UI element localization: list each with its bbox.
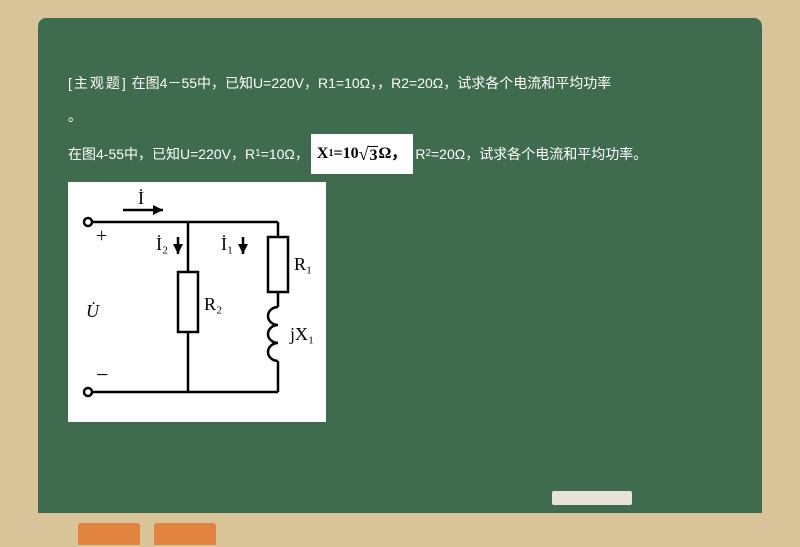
- button-row: [78, 523, 216, 545]
- board-frame: [主观题] 在图4－55中，已知U=220V，R1=10Ω，，R2=20Ω，试求…: [30, 10, 770, 547]
- label-jX1: jX₁: [289, 324, 314, 344]
- circuit-svg: İ + U̇ − İ₂: [68, 182, 326, 422]
- label-I2: İ₂: [156, 234, 168, 254]
- circuit-diagram: İ + U̇ − İ₂: [68, 182, 326, 422]
- label-R2: R₂: [204, 294, 222, 314]
- minus-icon: −: [96, 362, 108, 387]
- formula-unit: Ω，: [378, 138, 407, 170]
- question-text-1b: 。: [68, 108, 82, 124]
- question-line-1b: 。: [68, 101, 732, 132]
- question-line-1: [主观题] 在图4－55中，已知U=220V，R1=10Ω，，R2=20Ω，试求…: [68, 68, 732, 99]
- sqrt-val: 3: [368, 146, 378, 164]
- q2-prefix: 在图4-55中，已知U=220V，R: [68, 140, 255, 168]
- question-text-1a: 在图4－55中，已知U=220V，R1=10Ω，，R2=20Ω，试求各个电流和平…: [132, 75, 612, 91]
- q2-suffix: =20Ω，试求各个电流和平均功率。: [431, 140, 647, 168]
- chalkboard: [主观题] 在图4－55中，已知U=220V，R1=10Ω，，R2=20Ω，试求…: [38, 18, 762, 513]
- question-tag: [主观题]: [68, 75, 128, 91]
- formula-x: X: [317, 138, 329, 170]
- label-I1: İ₁: [221, 234, 233, 254]
- formula-eq: =10: [333, 138, 358, 170]
- plus-icon: +: [96, 225, 107, 247]
- label-I: İ: [138, 188, 144, 208]
- button-1[interactable]: [78, 523, 140, 545]
- formula-x1: X1=10 √3 Ω，: [311, 134, 413, 174]
- button-2[interactable]: [154, 523, 216, 545]
- chalk-tray: [552, 491, 632, 505]
- label-R1: R₁: [294, 254, 312, 274]
- q2-r2: R: [415, 140, 425, 168]
- question-line-2: 在图4-55中，已知U=220V，R1=10Ω， X1=10 √3 Ω， R2=…: [68, 134, 732, 174]
- sqrt-icon: √: [359, 144, 369, 164]
- q2-mid1: =10Ω，: [261, 140, 309, 168]
- label-U: U̇: [86, 300, 100, 321]
